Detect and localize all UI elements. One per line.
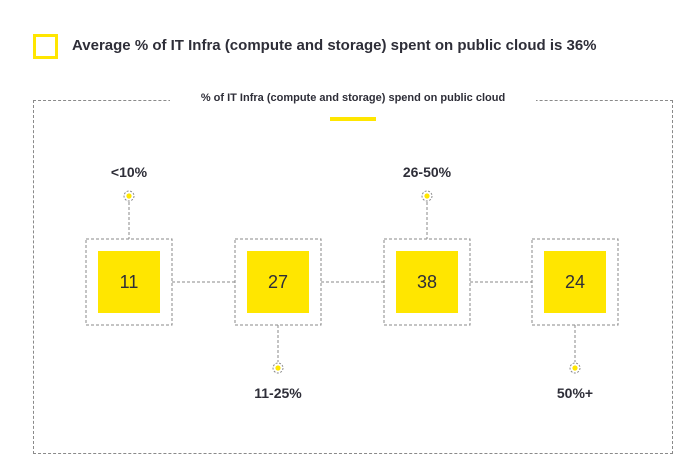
value-box bbox=[247, 251, 309, 313]
chart-title-underline bbox=[330, 117, 376, 121]
category-label: 50%+ bbox=[557, 385, 593, 401]
callout-dot bbox=[572, 365, 578, 371]
headline-marker bbox=[33, 34, 58, 59]
value-label: 24 bbox=[565, 272, 585, 292]
value-box bbox=[396, 251, 458, 313]
callout-dot bbox=[275, 365, 281, 371]
headline-title: Average % of IT Infra (compute and stora… bbox=[72, 37, 597, 54]
callout-dot bbox=[126, 193, 132, 199]
category-label: <10% bbox=[111, 164, 148, 180]
value-label: 27 bbox=[268, 272, 288, 292]
category-label: 26-50% bbox=[403, 164, 452, 180]
callout-dot bbox=[424, 193, 430, 199]
value-label: 38 bbox=[417, 272, 437, 292]
value-box bbox=[98, 251, 160, 313]
chart-title: % of IT Infra (compute and storage) spen… bbox=[170, 92, 536, 104]
category-label: 11-25% bbox=[254, 385, 302, 401]
value-label: 11 bbox=[120, 272, 139, 292]
value-box bbox=[544, 251, 606, 313]
